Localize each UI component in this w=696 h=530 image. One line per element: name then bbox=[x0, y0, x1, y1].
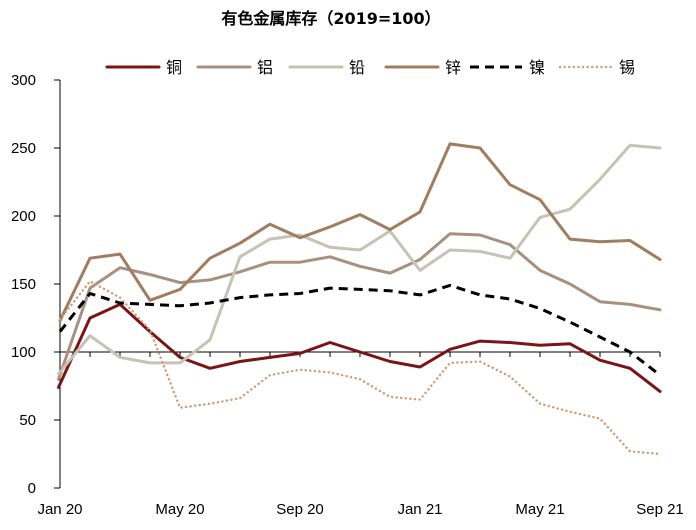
x-tick-label: May 21 bbox=[515, 501, 564, 518]
series-line-2 bbox=[57, 143, 662, 376]
x-tick-label: May 20 bbox=[155, 501, 204, 518]
chart-title: 有色金属库存（2019=100） bbox=[221, 9, 440, 28]
y-tick-label: 300 bbox=[11, 72, 36, 89]
y-tick-label: 50 bbox=[19, 412, 36, 429]
series-line-5 bbox=[58, 280, 662, 456]
y-tick-label: 100 bbox=[11, 344, 36, 361]
series-line-0 bbox=[57, 302, 662, 393]
y-tick-label: 200 bbox=[11, 208, 36, 225]
x-tick-label: Jan 21 bbox=[397, 501, 442, 518]
x-tick-label: Sep 20 bbox=[276, 501, 324, 518]
legend-label: 锌 bbox=[445, 58, 461, 77]
y-tick-label: 150 bbox=[11, 276, 36, 293]
legend-label: 铝 bbox=[257, 58, 273, 77]
x-tick-label: Jan 20 bbox=[37, 501, 82, 518]
y-tick-label: 250 bbox=[11, 140, 36, 157]
y-tick-label: 0 bbox=[28, 480, 36, 497]
x-axis: Jan 20 May 20 Sep 20 Jan 21 May 21 Sep 21 bbox=[37, 351, 684, 518]
legend-label: 铅 bbox=[349, 58, 365, 77]
series-line-1 bbox=[57, 232, 662, 381]
legend-label: 镍 bbox=[529, 58, 545, 77]
legend: 铜铝铅锌镍锡 bbox=[105, 58, 635, 77]
legend-label: 铜 bbox=[166, 58, 182, 77]
y-axis: 0 50 100 150 200 250 300 bbox=[11, 72, 61, 497]
legend-label: 锡 bbox=[619, 58, 635, 77]
series-line-3 bbox=[58, 142, 662, 323]
x-tick-label: Sep 21 bbox=[636, 501, 684, 518]
series-group bbox=[57, 142, 662, 456]
series-line-4 bbox=[58, 283, 661, 377]
